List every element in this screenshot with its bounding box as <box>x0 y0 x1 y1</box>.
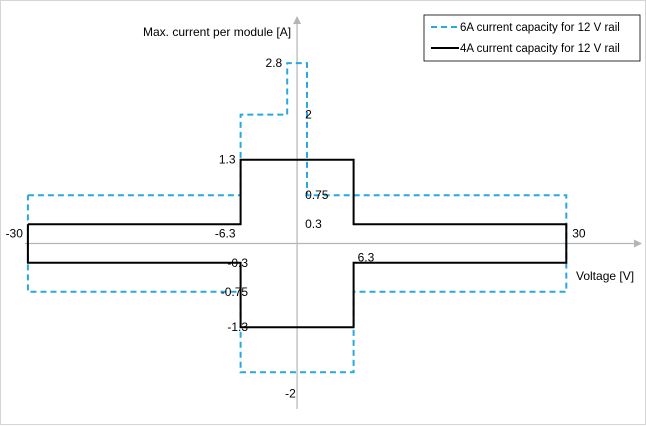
x-value-label: -6.3 <box>215 226 236 240</box>
y-value-label: -0.75 <box>221 285 249 299</box>
x-value-label: 30 <box>572 226 586 240</box>
legend-label-4a: 4A current capacity for 12 V rail <box>460 43 620 55</box>
y-value-label: -1.3 <box>227 320 248 334</box>
y-value-label: 0.75 <box>305 188 329 202</box>
y-value-label: 2.8 <box>266 56 283 70</box>
x-value-label: 6.3 <box>358 250 375 264</box>
y-value-label: 1.3 <box>219 153 236 167</box>
x-value-label: -30 <box>6 226 24 240</box>
y-value-label: -0.3 <box>227 256 248 270</box>
y-axis-label: Max. current per module [A] <box>143 25 291 39</box>
legend-label-6a: 6A current capacity for 12 V rail <box>460 22 620 34</box>
legend: 6A current capacity for 12 V rail 4A cur… <box>423 14 641 62</box>
y-value-label: -2 <box>285 386 296 400</box>
y-value-label: 2 <box>305 108 312 122</box>
series-line-1 <box>26 158 568 329</box>
x-axis-label: Voltage [V] <box>576 269 634 283</box>
series-line-0 <box>26 62 568 374</box>
y-value-label: 0.3 <box>305 217 322 231</box>
legend-box <box>423 14 641 62</box>
